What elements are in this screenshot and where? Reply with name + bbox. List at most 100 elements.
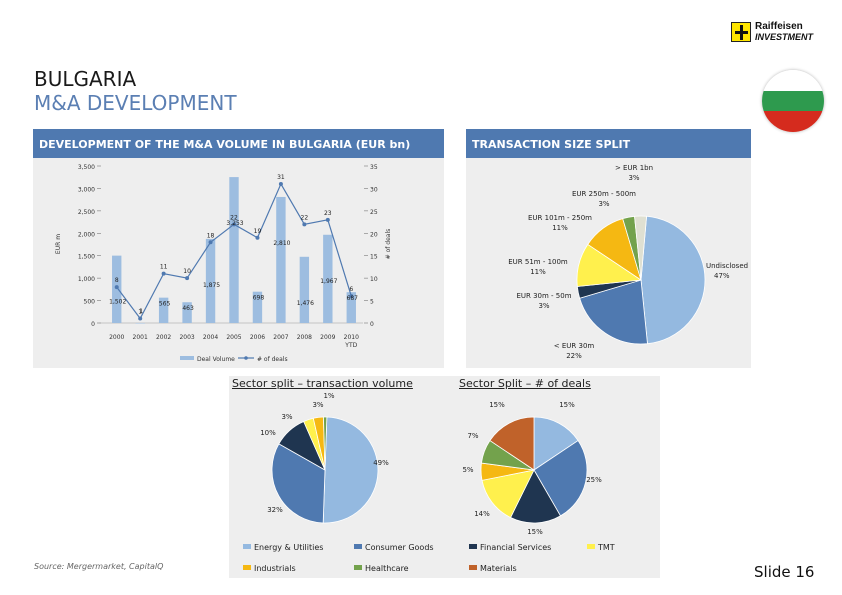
pie-slice bbox=[533, 416, 579, 471]
sector-legend-label: Materials bbox=[480, 564, 517, 573]
sector-volume-value: 1% bbox=[323, 392, 334, 400]
sector-deals-value: 14% bbox=[474, 510, 490, 518]
pie-slice bbox=[322, 416, 379, 524]
sector-legend-label: Healthcare bbox=[365, 564, 409, 573]
sector-volume-value: 10% bbox=[260, 429, 276, 437]
bar-data-label: 565 bbox=[159, 301, 171, 308]
sector-deals-title: Sector Split – # of deals bbox=[459, 377, 591, 390]
legend-bar-swatch bbox=[180, 356, 194, 360]
flag-stripe-white bbox=[762, 70, 824, 91]
sector-deals-value: 5% bbox=[462, 466, 473, 474]
y2-tick-label: 30 bbox=[370, 186, 378, 193]
y2-tick-label: 20 bbox=[370, 231, 378, 238]
deals-point bbox=[278, 181, 283, 186]
y2-tick-label: 5 bbox=[370, 299, 374, 306]
raiffeisen-cross-icon bbox=[731, 22, 751, 42]
deals-data-label: 11 bbox=[160, 264, 168, 271]
size-slice-label: < EUR 30m bbox=[554, 342, 595, 350]
deals-point bbox=[208, 240, 213, 245]
x-tick-label: 2009 bbox=[320, 334, 335, 341]
y2-tick-label: 25 bbox=[370, 209, 378, 216]
sector-legend-swatch bbox=[354, 544, 362, 549]
size-slice-value: 47% bbox=[714, 272, 730, 280]
y-tick-label: 1,500 bbox=[78, 254, 95, 261]
bulgaria-flag-icon bbox=[762, 70, 824, 132]
legend-line-label: # of deals bbox=[257, 356, 288, 363]
pie-slice bbox=[510, 469, 562, 524]
y-tick-label: 500 bbox=[84, 299, 96, 306]
bar bbox=[299, 256, 310, 323]
raiffeisen-logo: Raiffeisen INVESTMENT bbox=[731, 20, 821, 46]
bar-data-label: 1,875 bbox=[203, 282, 220, 289]
x-tick-label: 2000 bbox=[109, 334, 124, 341]
size-slice-value: 11% bbox=[530, 268, 546, 276]
y-tick-label: 0 bbox=[91, 321, 95, 328]
sector-legend-swatch bbox=[243, 544, 251, 549]
deals-point bbox=[114, 285, 119, 290]
size-slice-label: EUR 250m - 500m bbox=[572, 190, 636, 198]
deals-data-label: 8 bbox=[115, 277, 119, 284]
sector-legend-label: Financial Services bbox=[480, 543, 551, 552]
x-tick-label: 2002 bbox=[156, 334, 171, 341]
bar bbox=[346, 292, 356, 323]
deals-point bbox=[185, 276, 190, 281]
deals-data-label: 22 bbox=[301, 214, 309, 221]
sector-legend-swatch bbox=[469, 565, 477, 570]
bar bbox=[182, 302, 192, 323]
logo-text-line1: Raiffeisen bbox=[755, 21, 803, 32]
sector-legend-label: Industrials bbox=[254, 564, 296, 573]
pie-slice bbox=[481, 469, 535, 519]
bar-data-label: 698 bbox=[253, 295, 265, 302]
x-tick-label: 2010 bbox=[344, 334, 359, 341]
y2-tick-label: 15 bbox=[370, 254, 378, 261]
sector-volume-value: 49% bbox=[373, 459, 389, 467]
bar-data-label: 2,810 bbox=[273, 240, 290, 247]
size-slice-label: EUR 51m - 100m bbox=[508, 258, 568, 266]
legend-bar-label: Deal Volume bbox=[197, 356, 235, 363]
size-slice-value: 3% bbox=[628, 174, 639, 182]
y-tick-label: 2,000 bbox=[78, 231, 95, 238]
sector-volume-value: 3% bbox=[281, 413, 292, 421]
bar-data-label: 1 bbox=[139, 308, 143, 315]
size-slice-value: 3% bbox=[598, 200, 609, 208]
deals-point bbox=[138, 316, 143, 321]
deals-data-label: 10 bbox=[183, 268, 191, 275]
bar bbox=[229, 177, 239, 323]
size-slice-value: 22% bbox=[566, 352, 582, 360]
volume-chart: 05001,0001,5002,0002,5003,0003,500051015… bbox=[55, 164, 392, 363]
x-tick-sublabel: YTD bbox=[344, 342, 357, 349]
volume-chart-header: DEVELOPMENT OF THE M&A VOLUME IN BULGARI… bbox=[33, 129, 444, 158]
size-slice-label: EUR 30m - 50m bbox=[516, 292, 571, 300]
x-tick-label: 2006 bbox=[250, 334, 265, 341]
deals-point bbox=[349, 294, 354, 299]
x-tick-label: 2008 bbox=[297, 334, 312, 341]
x-tick-label: 2003 bbox=[179, 334, 194, 341]
sector-volume-title: Sector split – transaction volume bbox=[232, 377, 413, 390]
bar-data-label: 1,502 bbox=[109, 299, 126, 306]
pie-slice bbox=[579, 279, 648, 345]
x-tick-label: 2001 bbox=[133, 334, 148, 341]
sector-legend-label: Energy & Utilities bbox=[254, 543, 323, 552]
deals-point bbox=[232, 222, 236, 227]
legend-line-marker bbox=[244, 356, 248, 360]
size-slice-label: > EUR 1bn bbox=[615, 164, 653, 172]
size-split-header: TRANSACTION SIZE SPLIT bbox=[466, 129, 751, 158]
sector-volume-value: 3% bbox=[312, 401, 323, 409]
deals-data-label: 19 bbox=[254, 228, 262, 235]
bar-data-label: 1,476 bbox=[297, 300, 314, 307]
pie-slice bbox=[640, 215, 706, 345]
deals-point bbox=[161, 271, 166, 276]
size-slice-label: EUR 101m - 250m bbox=[528, 214, 592, 222]
bar bbox=[135, 322, 145, 324]
pie-slice bbox=[489, 416, 535, 471]
logo-text-line2: INVESTMENT bbox=[755, 32, 814, 42]
pie-slice bbox=[634, 215, 648, 281]
bar-data-label: 463 bbox=[182, 305, 194, 312]
sector-volume-value: 32% bbox=[267, 506, 283, 514]
pie-slice bbox=[323, 416, 328, 471]
pie-slice bbox=[533, 439, 588, 517]
y-tick-label: 2,500 bbox=[78, 209, 95, 216]
source-note: Source: Mergermarket, CapitalQ bbox=[34, 562, 164, 571]
y-tick-label: 3,500 bbox=[78, 164, 95, 171]
bar bbox=[112, 255, 122, 323]
